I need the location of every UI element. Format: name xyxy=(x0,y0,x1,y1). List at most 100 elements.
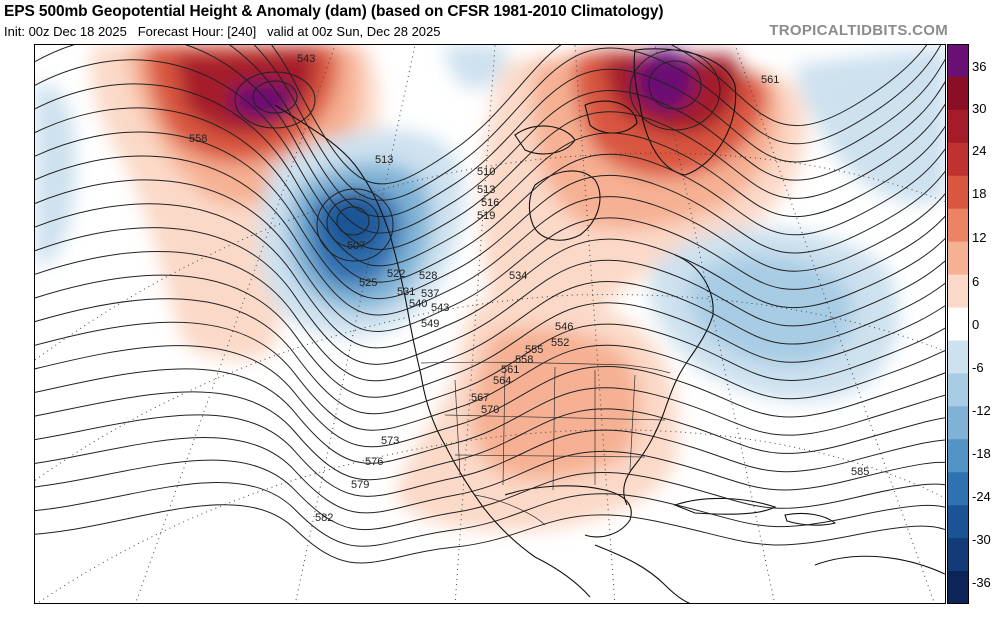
height-label: 570 xyxy=(481,404,499,416)
height-label: 513 xyxy=(375,154,393,166)
colorbar-tick-label: 36 xyxy=(972,59,987,74)
height-contour-line xyxy=(35,482,945,547)
height-contour-line xyxy=(35,250,945,382)
colorbar-swatch xyxy=(947,571,969,604)
height-label: 552 xyxy=(551,337,569,349)
closed-contours xyxy=(234,49,721,262)
height-contour-line xyxy=(35,414,945,497)
anomaly-north-blue xyxy=(445,45,507,90)
colorbar-swatch xyxy=(947,439,969,473)
colorbar-swatch xyxy=(947,208,969,243)
map-canvas: 543 561 558 513 510 513 516 519 507 525 … xyxy=(35,45,945,603)
height-contour-line xyxy=(35,179,945,332)
height-contour-line xyxy=(35,203,945,349)
height-label: 558 xyxy=(189,133,207,145)
colorbar-swatch xyxy=(947,76,969,111)
height-label: 519 xyxy=(477,210,495,222)
height-label: 534 xyxy=(509,270,527,282)
height-contours xyxy=(35,45,945,564)
map-panel: 543 561 558 513 510 513 516 519 507 525 … xyxy=(34,44,946,604)
colorbar-swatches xyxy=(947,44,969,604)
site-watermark: TROPICALTIDBITS.COM xyxy=(769,22,948,39)
height-contour-line xyxy=(35,227,945,365)
height-label: 546 xyxy=(555,321,573,333)
height-label: 510 xyxy=(477,166,495,178)
colorbar-swatch xyxy=(947,340,969,374)
height-contour-line xyxy=(35,107,945,283)
political-borders xyxy=(420,361,671,526)
colorbar-swatch xyxy=(947,472,969,506)
height-label: 543 xyxy=(297,53,315,65)
height-contour-line xyxy=(35,45,945,234)
colorbar-tick-label: 0 xyxy=(972,317,980,332)
colorbar-swatch xyxy=(947,109,969,144)
forecast-hour: Forecast Hour: [240] xyxy=(137,24,257,39)
anomaly-west-edge-blue xyxy=(35,83,76,265)
colorbar-tick-label: 12 xyxy=(972,230,987,245)
height-label: 579 xyxy=(351,479,369,491)
height-label: 537 xyxy=(421,288,439,300)
colorbar-swatch xyxy=(947,241,969,276)
coastlines xyxy=(274,48,945,603)
height-label: 528 xyxy=(419,270,437,282)
colorbar-tick-label: -12 xyxy=(972,403,991,418)
colorbar-swatch xyxy=(947,538,969,572)
height-label: 567 xyxy=(471,392,489,404)
colorbar-swatch xyxy=(947,44,969,78)
height-label: 549 xyxy=(421,318,439,330)
map-title: EPS 500mb Geopotential Height & Anomaly … xyxy=(4,3,664,20)
anomaly-greenland-ridge xyxy=(481,48,807,333)
colorbar-tick-label: -36 xyxy=(972,575,991,590)
height-contour-line xyxy=(35,459,945,531)
height-contour-line xyxy=(253,45,942,201)
colorbar-tick-label: 30 xyxy=(972,101,987,116)
map-subtitle: Init: 00z Dec 18 2025 Forecast Hour: [24… xyxy=(4,24,441,39)
height-contour-line xyxy=(270,45,928,185)
height-label: 507 xyxy=(347,240,365,252)
colorbar-tick-label: -6 xyxy=(972,360,984,375)
colorbar-swatch xyxy=(947,307,969,341)
colorbar-swatch xyxy=(947,373,969,407)
colorbar-tick-label: -24 xyxy=(972,489,991,504)
height-label: 522 xyxy=(387,268,405,280)
height-contour-line xyxy=(35,155,945,316)
colorbar-swatch xyxy=(947,406,969,440)
height-label: 525 xyxy=(359,277,377,289)
height-label: 555 xyxy=(525,344,543,356)
height-contour-line xyxy=(35,345,945,448)
height-contour-line xyxy=(35,59,945,250)
anomaly-colorbar xyxy=(947,44,969,604)
anomaly-north-atlantic-trough xyxy=(649,45,945,401)
colorbar-swatch xyxy=(947,142,969,177)
colorbar-swatch xyxy=(947,175,969,210)
height-label: 573 xyxy=(381,435,399,447)
valid-time: valid at 00z Sun, Dec 28 2025 xyxy=(267,24,441,39)
height-contour-line xyxy=(228,45,945,218)
colorbar-border xyxy=(947,44,969,604)
colorbar-tick-label: 18 xyxy=(972,186,987,201)
height-contour-line xyxy=(35,504,945,564)
anomaly-gulf-of-alaska-trough xyxy=(258,129,463,338)
height-label: 513 xyxy=(477,184,495,196)
colorbar-tick-label: -18 xyxy=(972,446,991,461)
colorbar-tick-label: 6 xyxy=(972,274,980,289)
height-contour-line xyxy=(35,83,945,267)
height-contour-line xyxy=(35,321,945,431)
height-label: 543 xyxy=(431,302,449,314)
height-label: 582 xyxy=(315,512,333,524)
height-contour-line xyxy=(35,368,945,464)
height-label: 585 xyxy=(851,466,869,478)
height-label: 516 xyxy=(481,197,499,209)
height-label: 561 xyxy=(501,364,519,376)
colorbar-swatch xyxy=(947,505,969,539)
anomaly-us-ridge xyxy=(395,294,679,531)
height-label: 558 xyxy=(515,354,533,366)
height-label: 540 xyxy=(409,298,427,310)
colorbar-tick-label: 24 xyxy=(972,143,987,158)
anomaly-shading xyxy=(35,45,945,531)
colorbar-tick-label: -30 xyxy=(972,532,991,547)
height-contour-line xyxy=(35,274,945,398)
height-label: 564 xyxy=(493,375,511,387)
height-contour-line xyxy=(35,131,945,300)
height-contour-line xyxy=(35,437,945,514)
